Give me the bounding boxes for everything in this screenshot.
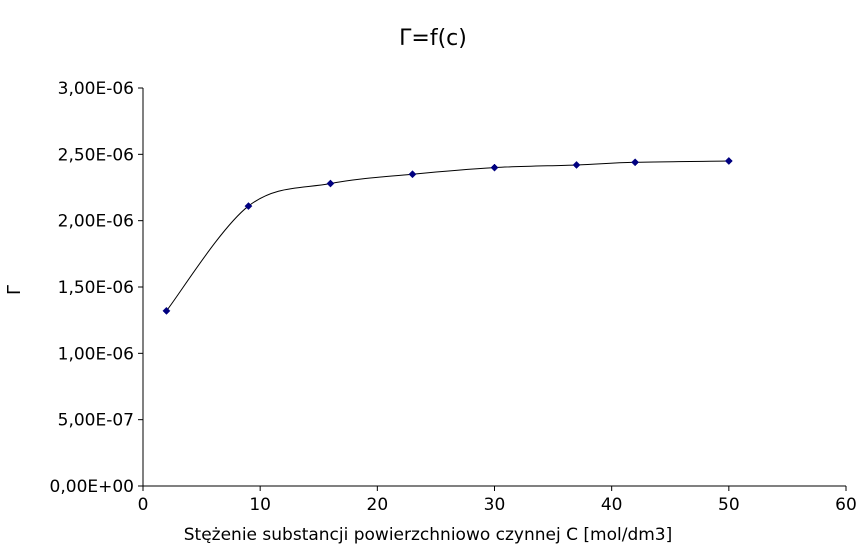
x-ticks: 0 10 20 30 40 50 60 xyxy=(138,486,857,515)
x-tick-label: 10 xyxy=(249,495,271,515)
data-point xyxy=(572,160,581,169)
x-tick-label: 30 xyxy=(484,495,506,515)
data-point xyxy=(244,202,253,211)
series-line xyxy=(166,160,729,312)
x-axis-label: Stężenie substancji powierzchniowo czynn… xyxy=(184,525,673,545)
x-tick-label: 0 xyxy=(138,495,149,515)
x-tick-label: 60 xyxy=(835,495,857,515)
data-point xyxy=(490,163,499,172)
y-tick-label: 1,50E-06 xyxy=(58,278,134,298)
y-tick-label: 1,00E-06 xyxy=(58,344,134,364)
chart-title: Γ=f(c) xyxy=(399,26,467,51)
axes xyxy=(142,88,846,487)
y-tick-label: 2,00E-06 xyxy=(58,212,134,232)
y-axis-label: Γ xyxy=(4,285,25,295)
y-tick-label: 2,50E-06 xyxy=(58,145,134,165)
x-tick-label: 40 xyxy=(601,495,623,515)
y-tick-label: 0,00E+00 xyxy=(50,477,134,497)
x-tick-label: 50 xyxy=(718,495,740,515)
data-point xyxy=(724,157,733,165)
y-tick-label: 5,00E-07 xyxy=(58,411,134,431)
data-point xyxy=(631,158,640,167)
data-point xyxy=(408,170,417,179)
y-ticks: 0,00E+00 5,00E-07 1,00E-06 1,50E-06 2,00E-06… xyxy=(50,79,143,497)
x-tick-label: 20 xyxy=(367,495,389,515)
data-points xyxy=(162,157,733,315)
y-tick-label: 3,00E-06 xyxy=(58,79,134,99)
data-point xyxy=(162,306,171,315)
data-point xyxy=(326,179,335,188)
